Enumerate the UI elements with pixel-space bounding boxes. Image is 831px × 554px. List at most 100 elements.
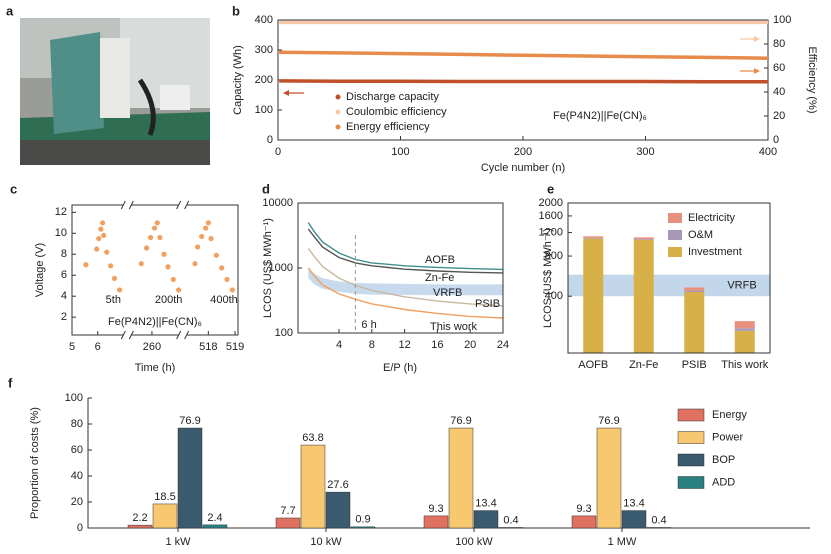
bar-segment: [684, 287, 705, 291]
x-tick-label: Zn-Fe: [629, 359, 658, 371]
legend-swatch: [668, 213, 682, 223]
y-tick-label: 1600: [539, 210, 563, 222]
segment-label: 400th: [210, 294, 238, 306]
point: [219, 265, 225, 271]
value-label: 2.2: [132, 512, 147, 524]
legend-label: Energy: [712, 409, 747, 421]
bar-segment: [633, 237, 654, 239]
y-tick-label: 100: [275, 327, 293, 339]
y-tick-label: 10: [55, 227, 67, 239]
point: [98, 226, 104, 232]
legend-marker: [335, 109, 341, 115]
bar: [621, 510, 647, 529]
plot-frame: [297, 202, 504, 334]
point: [151, 225, 158, 231]
value-label: 0.9: [355, 514, 370, 526]
x-tick-label: 20: [464, 339, 476, 351]
value-label: 13.4: [623, 497, 644, 509]
legend-label: Investment: [688, 246, 742, 258]
series-band: [308, 268, 503, 296]
x-tick-label: PSIB: [682, 359, 707, 371]
bar-segment: [684, 290, 705, 293]
legend-swatch: [668, 230, 682, 240]
bar: [350, 526, 376, 529]
point: [117, 287, 123, 293]
bar: [300, 444, 326, 529]
legend-label: Electricity: [688, 212, 736, 224]
value-label: 2.4: [207, 512, 222, 524]
marker-label: 6 h: [361, 319, 376, 331]
series-label: VRFB: [433, 287, 462, 299]
x-tick-label: 260: [143, 341, 161, 353]
bar-segment: [633, 239, 654, 353]
y-tick-label: 1000: [269, 262, 293, 274]
point: [147, 234, 154, 241]
band-label: VRFB: [727, 279, 756, 291]
series-line: [279, 50, 769, 60]
y-tick-label: 40: [773, 86, 785, 98]
bar-segment: [583, 238, 604, 353]
panel-label: c: [10, 181, 17, 196]
series-line: [307, 222, 504, 271]
y-tick-label: 80: [71, 418, 83, 430]
legend-label: Coulombic efficiency: [346, 106, 447, 118]
point: [176, 287, 182, 293]
bar: [127, 524, 153, 529]
value-label: 76.9: [450, 415, 471, 427]
point: [100, 220, 106, 226]
y-tick-label: 80: [773, 38, 785, 50]
legend-swatch: [677, 453, 705, 467]
y-tick-label: 0: [267, 134, 273, 146]
bar: [152, 503, 178, 529]
x-tick-label: 12: [398, 339, 410, 351]
y-tick-label: 800: [545, 250, 563, 262]
axis-break: [178, 202, 187, 208]
bar-segment: [734, 321, 755, 329]
point: [192, 261, 198, 267]
x-tick-label: AOFB: [578, 359, 608, 371]
annotation: Fe(P4N2)||Fe(CN)₆: [553, 110, 647, 122]
reference-band: [568, 274, 770, 297]
point: [154, 220, 160, 226]
x-tick-label: 100: [391, 146, 409, 158]
point: [138, 261, 144, 267]
segment-label: 5th: [106, 294, 121, 306]
point: [94, 246, 100, 252]
bar: [473, 510, 499, 529]
bar: [571, 515, 597, 529]
bar-segment: [583, 236, 604, 238]
legend-label: ADD: [712, 476, 735, 488]
y-tick-label: 0: [77, 522, 83, 534]
point: [170, 276, 176, 283]
value-label: 0.4: [503, 514, 518, 526]
point: [96, 235, 102, 242]
point: [203, 225, 209, 231]
y-tick-label: 60: [773, 62, 785, 74]
y-axis-label: Proportion of costs (%): [29, 407, 41, 519]
vrfb-arrows: [283, 36, 760, 96]
bar-segment: [633, 238, 654, 240]
x-tick-label: 1 MW: [608, 536, 637, 548]
legend-label: Energy efficiency: [346, 121, 430, 133]
bar: [275, 517, 301, 529]
panel-label: d: [262, 181, 270, 196]
y-tick-label: 20: [71, 496, 83, 508]
bar: [177, 427, 203, 529]
value-label: 63.8: [302, 432, 323, 444]
series-label: Zn-Fe: [425, 272, 454, 284]
y-axis-label: Voltage (V): [34, 243, 46, 297]
series-label: PSIB: [475, 298, 500, 310]
y-tick-label: 2: [61, 311, 67, 323]
legend-label: O&M: [688, 229, 713, 241]
x-tick-label: 518: [199, 341, 217, 353]
point: [161, 251, 167, 257]
y-tick-label: 10000: [262, 197, 293, 209]
y-tick-label: 100: [65, 392, 83, 404]
bar: [448, 427, 474, 529]
value-label: 76.9: [598, 415, 619, 427]
point: [165, 264, 171, 270]
axis-break: [176, 330, 190, 340]
panel-label: b: [232, 3, 240, 18]
bar: [423, 515, 449, 529]
x-axis-label: E/P (h): [383, 362, 417, 374]
